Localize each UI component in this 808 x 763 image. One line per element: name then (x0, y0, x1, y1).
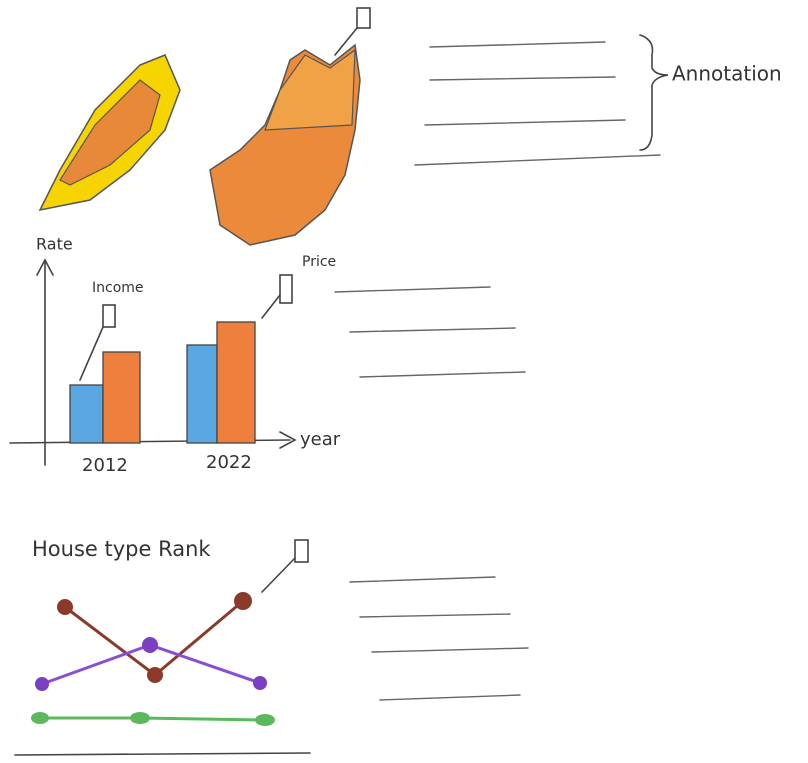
bar-sketch (9, 258, 297, 466)
annotation-lines (334, 286, 526, 378)
line-sketch (14, 539, 311, 756)
annotation-lines (414, 34, 669, 166)
category-label: 2022 (206, 452, 252, 473)
bar (216, 321, 256, 444)
map-left (38, 54, 181, 212)
annotation-label: Annotation (672, 62, 782, 86)
series-label: Income (92, 280, 144, 296)
category-label: 2012 (82, 455, 128, 476)
annotation-lines (349, 576, 529, 701)
y-axis-label: Rate (36, 235, 73, 254)
map-right (209, 43, 361, 246)
bar (69, 384, 104, 444)
leader-line (334, 27, 358, 56)
annotation-box (356, 7, 371, 29)
series-label: Price (302, 254, 336, 270)
line-sketch-title: House type Rank (32, 537, 211, 561)
bar (186, 344, 218, 444)
x-axis-label: year (300, 429, 341, 450)
bar (102, 351, 141, 444)
